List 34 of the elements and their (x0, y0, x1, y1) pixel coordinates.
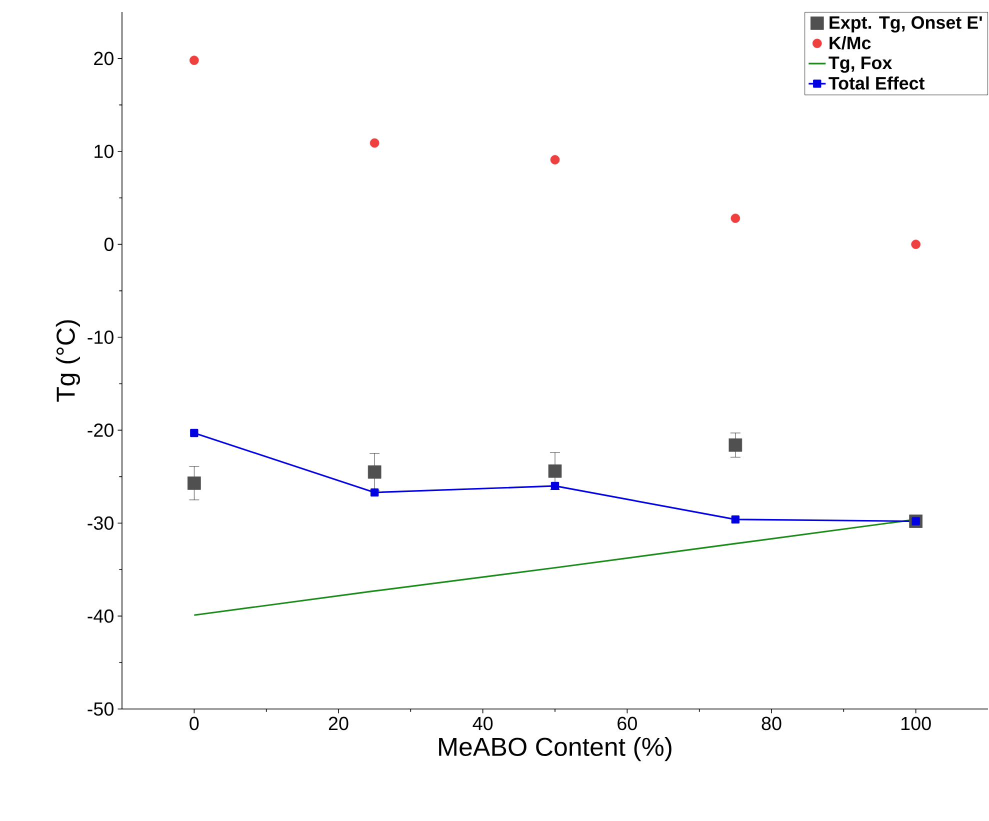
point (730, 214, 740, 223)
legend-label: Expt. Tg, Onset E' (830, 16, 982, 32)
point (190, 428, 198, 438)
y-tick-label: 20 (94, 52, 114, 66)
y-tick-label: -50 (88, 702, 114, 716)
y-tick-label: -10 (88, 330, 114, 344)
legend-label: K/Mc (830, 36, 871, 50)
legend-label: Total Effect (828, 76, 925, 90)
point (370, 138, 380, 148)
point (731, 515, 740, 524)
x-axis-title: MeABO Content (%) (439, 737, 672, 762)
point (550, 155, 560, 164)
point (189, 56, 199, 66)
x-tick-label: 0 (190, 716, 199, 730)
point (548, 464, 562, 478)
point (187, 476, 201, 490)
x-tick-label: 20 (328, 716, 348, 730)
x-tick-label: 40 (472, 716, 493, 730)
point (370, 488, 379, 497)
y-tick-label: -40 (88, 609, 114, 623)
x-tick-label: 80 (762, 716, 782, 730)
point (728, 438, 742, 452)
point (368, 465, 382, 479)
y-tick-label: -20 (88, 423, 114, 437)
point (911, 240, 921, 250)
legend-label: Tg, Fox (828, 56, 892, 73)
y-tick-label: -30 (88, 516, 114, 530)
y-tick-label: 0 (104, 238, 114, 252)
x-tick-label: 100 (901, 716, 931, 730)
point (912, 517, 920, 526)
y-tick-label: 10 (94, 144, 114, 158)
x-tick-label: 60 (618, 716, 637, 730)
point (550, 482, 560, 490)
y-axis-title: Tg (°C) (56, 320, 80, 402)
